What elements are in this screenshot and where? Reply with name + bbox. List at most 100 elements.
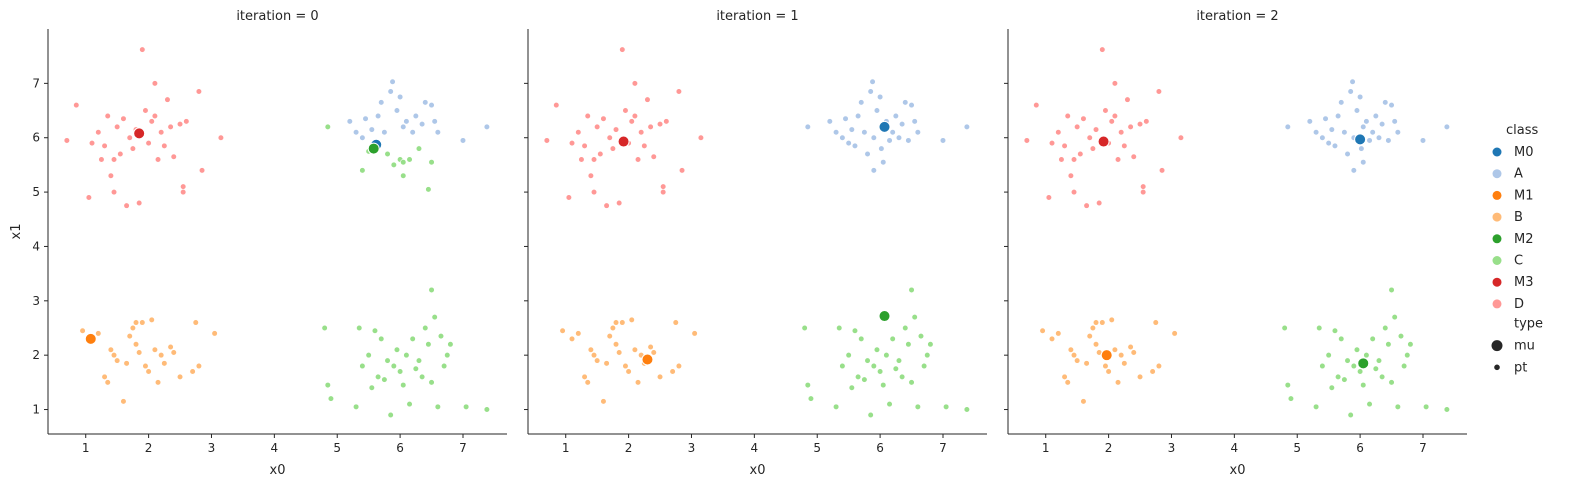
facet-panel-1: 1 2 3 4 5 6 7 x0 iteration = 1 bbox=[524, 9, 987, 478]
point-b bbox=[1086, 333, 1093, 340]
point-b bbox=[151, 346, 158, 353]
point-b bbox=[1039, 327, 1046, 334]
x-tick-label: 2 bbox=[1105, 441, 1113, 455]
point-d bbox=[151, 80, 158, 87]
point-d bbox=[1158, 167, 1166, 174]
point-c bbox=[390, 161, 397, 169]
x-tick-label: 7 bbox=[1419, 441, 1427, 455]
point-d bbox=[1023, 137, 1030, 144]
point-c bbox=[406, 401, 413, 408]
point-a bbox=[1322, 115, 1329, 122]
point-d bbox=[1077, 150, 1084, 158]
point-a bbox=[400, 123, 407, 130]
point-a bbox=[1372, 112, 1379, 120]
point-c bbox=[356, 324, 363, 332]
point-b bbox=[129, 324, 136, 332]
point-c bbox=[434, 403, 441, 410]
point-b bbox=[1080, 398, 1087, 405]
x-tick-label: 3 bbox=[1168, 441, 1176, 455]
point-d bbox=[631, 112, 638, 120]
point-a bbox=[939, 137, 947, 144]
point-b bbox=[104, 379, 111, 386]
point-c bbox=[463, 403, 470, 410]
point-a bbox=[1328, 126, 1335, 133]
point-a bbox=[387, 88, 394, 95]
point-b bbox=[1130, 349, 1137, 356]
x-tick-label: 5 bbox=[333, 441, 341, 455]
point-c bbox=[877, 368, 884, 375]
point-c bbox=[1382, 324, 1389, 332]
point-a bbox=[832, 129, 840, 136]
point-a bbox=[869, 78, 876, 85]
point-b bbox=[79, 327, 86, 334]
point-b bbox=[132, 341, 140, 348]
point-c bbox=[867, 411, 874, 419]
point-c bbox=[1366, 401, 1373, 408]
point-d bbox=[110, 188, 118, 196]
point-c bbox=[836, 324, 843, 332]
y-tick-label: 3 bbox=[32, 294, 40, 308]
point-d bbox=[1130, 153, 1137, 160]
point-a bbox=[346, 118, 353, 125]
point-a bbox=[877, 93, 884, 101]
point-a bbox=[870, 134, 877, 141]
point-b bbox=[1064, 379, 1071, 386]
point-a bbox=[431, 118, 438, 125]
point-a bbox=[1284, 123, 1291, 130]
point-a bbox=[1385, 137, 1392, 144]
point-b bbox=[1127, 343, 1134, 351]
point-c bbox=[1338, 335, 1345, 342]
point-d bbox=[1099, 46, 1106, 53]
point-d bbox=[1121, 142, 1128, 149]
point-b bbox=[656, 373, 664, 381]
point-c bbox=[425, 341, 432, 348]
x-tick-label: 2 bbox=[145, 441, 153, 455]
point-a bbox=[1363, 118, 1370, 125]
point-c bbox=[397, 368, 404, 375]
point-c bbox=[419, 373, 426, 381]
point-b bbox=[120, 398, 127, 405]
point-a bbox=[1335, 112, 1342, 120]
point-c bbox=[393, 346, 401, 353]
point-d bbox=[1055, 129, 1062, 136]
point-d bbox=[88, 140, 96, 147]
point-b bbox=[1136, 373, 1144, 381]
point-d bbox=[217, 134, 225, 141]
point-d bbox=[1108, 118, 1115, 125]
point-c bbox=[845, 352, 852, 359]
point-c bbox=[1394, 403, 1401, 410]
y-tick-label: 5 bbox=[32, 185, 40, 199]
point-c bbox=[390, 362, 397, 370]
point-c bbox=[1335, 373, 1342, 381]
point-b bbox=[612, 319, 620, 326]
x-tick-label: 3 bbox=[688, 441, 696, 455]
point-d bbox=[101, 142, 108, 149]
point-c bbox=[412, 365, 419, 372]
point-a bbox=[1360, 123, 1367, 130]
legend-label-b: B bbox=[1514, 210, 1523, 225]
point-a bbox=[861, 129, 868, 136]
point-c bbox=[886, 401, 893, 408]
point-d bbox=[161, 142, 168, 149]
point-b bbox=[211, 330, 218, 337]
point-b bbox=[675, 362, 683, 370]
point-a bbox=[892, 112, 899, 120]
point-d bbox=[129, 145, 136, 152]
point-a bbox=[1366, 137, 1373, 144]
point-d bbox=[1124, 96, 1131, 103]
point-c bbox=[415, 145, 423, 152]
point-d bbox=[1061, 142, 1068, 149]
point-c bbox=[327, 395, 335, 402]
point-c bbox=[1284, 381, 1291, 389]
legend-label-c: C bbox=[1514, 254, 1523, 269]
point-d bbox=[198, 167, 206, 174]
point-c bbox=[1388, 286, 1395, 294]
point-a bbox=[459, 137, 467, 144]
point-d bbox=[575, 129, 582, 136]
point-b bbox=[1149, 368, 1156, 375]
point-b bbox=[170, 349, 177, 356]
legend-label-m0: M0 bbox=[1514, 145, 1534, 160]
point-c bbox=[864, 357, 871, 364]
point-d bbox=[660, 183, 667, 190]
point-a bbox=[1391, 118, 1398, 125]
